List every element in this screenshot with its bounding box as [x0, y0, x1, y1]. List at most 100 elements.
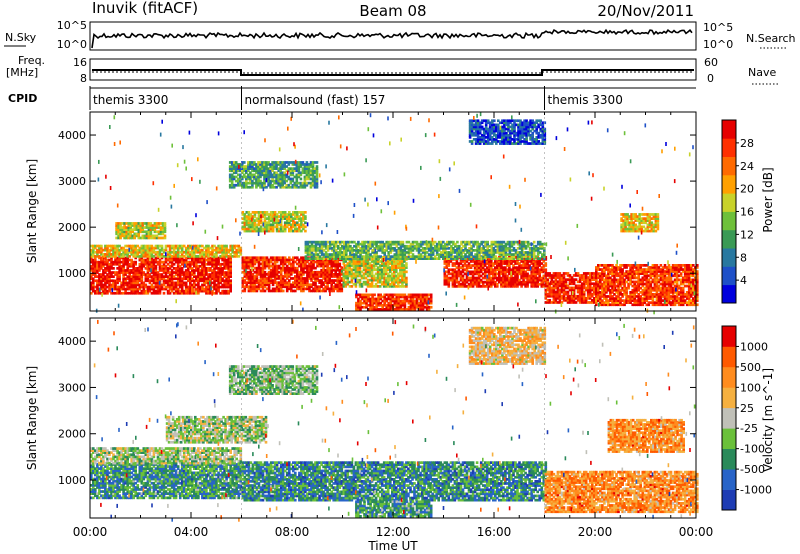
- data-cell: [201, 289, 204, 293]
- data-cell: [457, 282, 461, 286]
- data-cell: [379, 308, 382, 311]
- data-cell: [631, 284, 634, 288]
- data-cell: [267, 217, 271, 220]
- data-cell: [580, 294, 584, 298]
- data-cell: [409, 299, 413, 303]
- data-cell: [377, 308, 380, 311]
- data-cell: [621, 268, 624, 271]
- data-cell: [560, 278, 564, 281]
- data-cell: [540, 258, 544, 261]
- data-cell: [358, 278, 362, 282]
- data-cell: [692, 270, 695, 273]
- data-cell: [263, 213, 267, 216]
- data-cell: [651, 299, 655, 302]
- data-cell: [423, 301, 427, 305]
- data-cell: [125, 236, 128, 240]
- data-cell: [457, 268, 461, 272]
- data-cell: [696, 282, 699, 286]
- data-cell: [399, 305, 403, 309]
- data-cell: [283, 215, 287, 218]
- data-cell: [261, 211, 265, 214]
- data-cell: [245, 217, 249, 220]
- data-cell: [383, 299, 386, 303]
- data-cell: [542, 285, 546, 288]
- data-cell: [149, 232, 153, 236]
- data-cell: [149, 236, 153, 240]
- data-cell: [300, 273, 303, 276]
- data-cell: [653, 276, 657, 280]
- data-cell: [114, 285, 117, 289]
- data-cell: [304, 270, 307, 274]
- data-cell: [471, 264, 475, 267]
- data-cell: [617, 299, 620, 302]
- data-cell: [130, 264, 133, 268]
- data-cell: [500, 260, 503, 263]
- data-cell: [663, 272, 667, 275]
- data-cell: [149, 234, 153, 238]
- data-cell: [255, 219, 259, 222]
- data-cell: [675, 272, 679, 275]
- data-cell: [120, 285, 123, 289]
- data-cell: [219, 269, 222, 272]
- data-cell: [166, 255, 170, 258]
- data-cell: [160, 246, 164, 250]
- data-cell: [413, 293, 417, 297]
- data-cell: [182, 244, 186, 248]
- data-cell: [271, 273, 275, 276]
- data-cell: [449, 268, 453, 272]
- data-cell: [370, 280, 374, 284]
- data-cell: [217, 250, 220, 254]
- data-cell: [443, 276, 447, 280]
- data-cell: [595, 278, 598, 282]
- data-cell: [106, 277, 109, 281]
- data-cell: [461, 268, 465, 272]
- data-cell: [205, 262, 208, 266]
- data-cell: [344, 282, 348, 286]
- data-cell: [659, 282, 663, 286]
- data-cell: [199, 244, 202, 248]
- data-cell: [267, 285, 271, 289]
- data-cell: [649, 288, 653, 292]
- data-cell: [562, 292, 566, 296]
- data-cell: [502, 262, 505, 265]
- data-cell: [619, 268, 622, 271]
- data-cell: [267, 258, 271, 262]
- data-cell: [619, 293, 622, 296]
- data-cell: [366, 266, 370, 269]
- data-cell: [207, 287, 210, 291]
- data-cell: [277, 256, 281, 260]
- data-cell: [530, 262, 533, 265]
- data-cell: [249, 285, 253, 289]
- data-cell: [94, 273, 97, 276]
- data-cell: [292, 225, 295, 229]
- data-cell: [100, 287, 103, 291]
- data-cell: [156, 246, 160, 250]
- data-cell: [247, 275, 251, 278]
- data-cell: [475, 268, 479, 272]
- data-cell: [259, 289, 263, 293]
- data-cell: [255, 279, 259, 282]
- data-cell: [205, 291, 208, 295]
- data-cell: [423, 297, 427, 301]
- data-cell: [152, 273, 156, 276]
- data-cell: [275, 268, 279, 272]
- data-cell: [389, 293, 393, 297]
- data-cell: [124, 260, 127, 264]
- data-cell: [106, 248, 109, 252]
- data-cell: [197, 279, 200, 283]
- data-cell: [90, 248, 93, 252]
- data-cell: [292, 289, 295, 293]
- data-cell: [391, 276, 394, 280]
- data-cell: [603, 280, 606, 284]
- data-cell: [128, 275, 131, 278]
- data-cell: [245, 215, 249, 218]
- data-cell: [213, 287, 216, 291]
- data-cell: [675, 268, 679, 271]
- data-cell: [530, 278, 533, 282]
- data-cell: [532, 264, 535, 267]
- data-cell: [257, 213, 261, 216]
- data-cell: [312, 264, 315, 268]
- data-cell: [170, 279, 174, 283]
- data-cell: [288, 287, 291, 291]
- data-cell: [498, 278, 501, 282]
